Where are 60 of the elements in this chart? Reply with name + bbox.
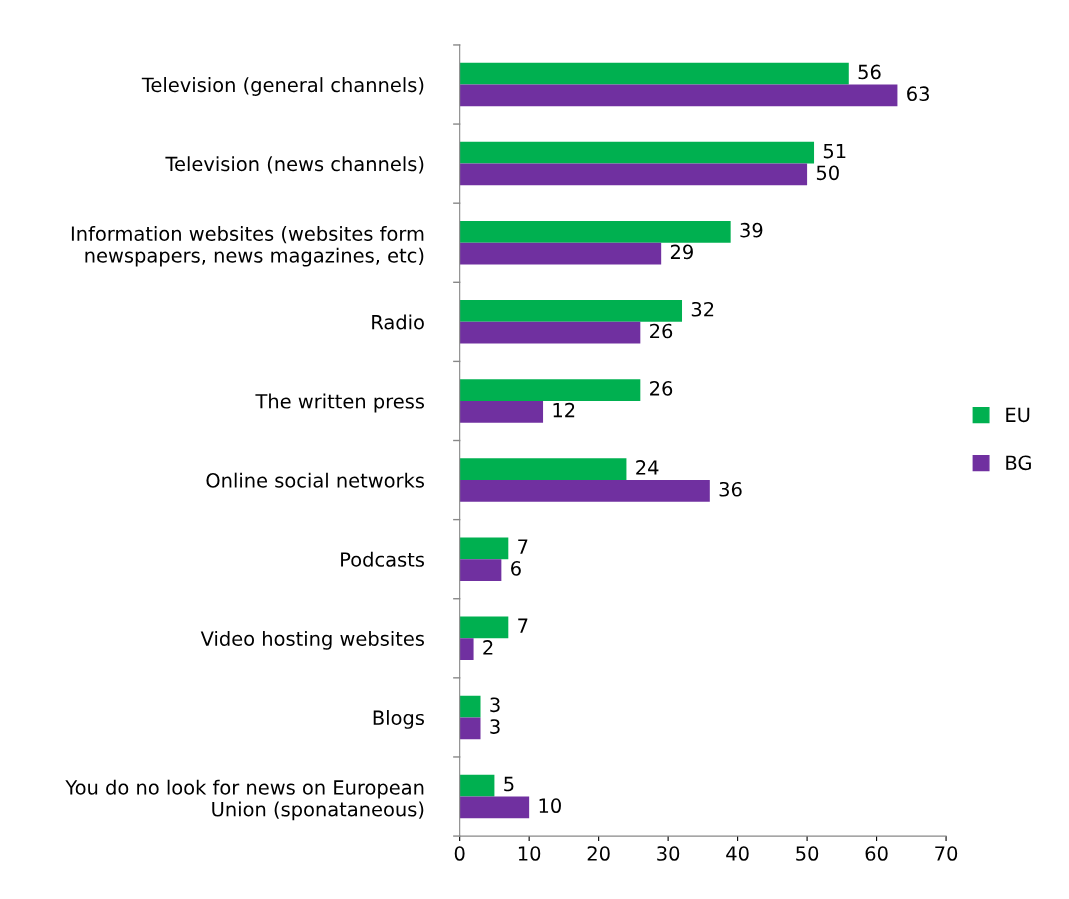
x-tick-label: 10 <box>518 846 541 861</box>
bar <box>459 321 641 344</box>
bar <box>459 638 474 661</box>
x-tick-label: 20 <box>587 846 610 861</box>
bar <box>459 141 815 164</box>
data-label: 6 <box>511 560 521 576</box>
data-label: 63 <box>907 86 929 102</box>
data-label: 26 <box>650 323 673 339</box>
legend-label: EU <box>1006 407 1030 423</box>
x-tick-label: 30 <box>657 846 680 861</box>
y-tick-label: Television (general channels) <box>141 77 424 96</box>
y-tick-label: Blogs <box>373 710 424 729</box>
bar <box>459 300 683 322</box>
data-label: 3 <box>490 697 500 713</box>
data-label: 12 <box>553 402 575 418</box>
x-tick-label: 0 <box>454 846 465 861</box>
bar <box>459 695 481 718</box>
x-tick-label: 40 <box>726 846 749 861</box>
y-tick-label: The written press <box>255 393 425 413</box>
x-tick-label: 50 <box>796 846 819 861</box>
data-label: 3 <box>490 719 500 734</box>
bar <box>459 717 481 740</box>
data-label: 39 <box>740 222 763 238</box>
y-tick-label: Video hosting websites <box>200 630 424 650</box>
data-label: 2 <box>483 640 493 655</box>
data-label: 29 <box>670 244 693 260</box>
y-tick-label: Online social networks <box>206 472 424 488</box>
bar <box>459 796 530 819</box>
bar <box>459 84 898 107</box>
y-tick-label: Radio <box>372 314 424 330</box>
legend-label: BG <box>1006 455 1031 471</box>
data-label: 7 <box>518 539 528 554</box>
data-label: 50 <box>816 165 839 181</box>
bar <box>459 774 495 797</box>
data-label: 36 <box>719 481 742 497</box>
bar <box>459 220 731 243</box>
bar <box>459 379 641 401</box>
y-tick-label: Television (news channels) <box>165 156 424 174</box>
bar <box>459 458 627 481</box>
data-label: 51 <box>823 143 846 159</box>
y-tick-label: Podcasts <box>341 551 424 567</box>
y-tick-label: You do no look for news on European Union (sponataneous) <box>65 779 424 821</box>
bar <box>459 559 502 581</box>
bar <box>459 242 662 265</box>
data-label: 10 <box>539 798 561 814</box>
x-tick-label: 70 <box>935 846 958 861</box>
bar <box>459 537 509 560</box>
data-label: 56 <box>858 64 881 80</box>
bar <box>459 616 509 639</box>
data-label: 5 <box>504 776 514 792</box>
bar <box>459 62 849 85</box>
data-label: 32 <box>691 301 714 317</box>
data-label: 26 <box>650 381 673 396</box>
bar <box>459 480 710 502</box>
y-tick-label: Information websites (websites form newspapers, news magazines, etc) <box>71 225 424 267</box>
bar <box>459 163 808 186</box>
data-label: 7 <box>518 618 528 633</box>
bar <box>459 400 544 423</box>
data-label: 24 <box>636 460 659 475</box>
x-tick-label: 60 <box>865 846 888 861</box>
